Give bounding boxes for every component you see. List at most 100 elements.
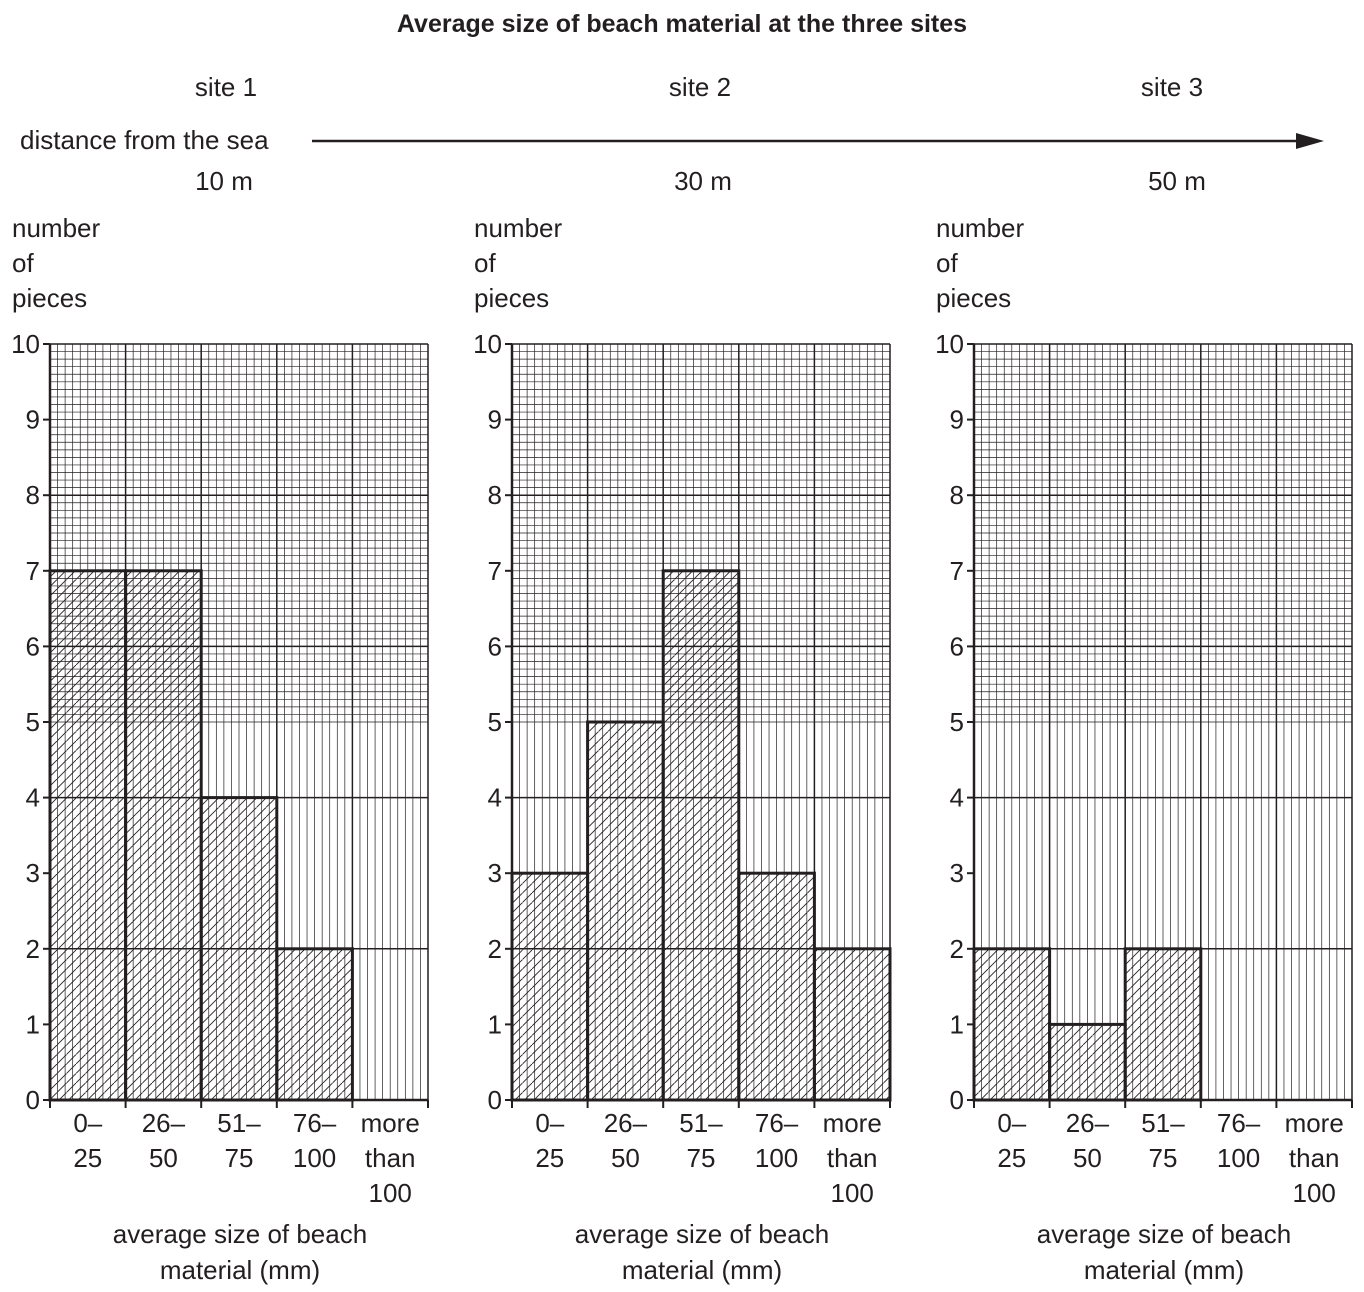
y-tick-label: 9 bbox=[488, 405, 502, 435]
x-tick-label: 25 bbox=[997, 1143, 1026, 1173]
site-1-distance: 10 m bbox=[195, 166, 253, 196]
x-axis-title-line: average size of beach bbox=[575, 1219, 829, 1249]
x-tick-label: more bbox=[1285, 1108, 1344, 1138]
bar-4 bbox=[275, 947, 354, 1102]
x-tick-label: 50 bbox=[1073, 1143, 1102, 1173]
x-axis-title-line: average size of beach bbox=[1037, 1219, 1291, 1249]
site-2-chart: number of pieces 0 1 2 3 4 5 6 7 8 9 10 0– 25 26– 50 51– 75… bbox=[473, 213, 892, 1285]
y-axis-title-line: number bbox=[936, 213, 1024, 243]
site-1-chart: number of pieces 0 1 2 3 4 5 6 7 8 9 10 0– 25 26– 50 51– 75… bbox=[11, 213, 429, 1285]
x-tick-label: 76– bbox=[1217, 1108, 1261, 1138]
y-tick-label: 6 bbox=[488, 631, 502, 661]
y-axis-title-line: of bbox=[474, 248, 496, 278]
site-2-distance: 30 m bbox=[674, 166, 732, 196]
y-tick-label: 1 bbox=[26, 1009, 40, 1039]
y-tick-label: 5 bbox=[950, 707, 964, 737]
x-tick-label: 100 bbox=[293, 1143, 336, 1173]
y-tick-label: 9 bbox=[26, 405, 40, 435]
bar-2 bbox=[124, 569, 203, 1102]
y-tick-label: 5 bbox=[26, 707, 40, 737]
x-tick-label: more bbox=[823, 1108, 882, 1138]
site-3-chart: number of pieces 0 1 2 3 4 5 6 7 8 9 10 0– 25 26– 50 51– 75… bbox=[935, 213, 1353, 1285]
site-2-label: site 2 bbox=[669, 72, 731, 102]
y-tick-label: 6 bbox=[950, 631, 964, 661]
y-tick-label: 3 bbox=[950, 858, 964, 888]
x-tick-label: than bbox=[827, 1143, 878, 1173]
x-tick-label: 51– bbox=[217, 1108, 261, 1138]
distance-arrow-head bbox=[1296, 133, 1324, 149]
y-axis-title-line: pieces bbox=[936, 283, 1011, 313]
y-tick-label: 10 bbox=[11, 329, 40, 359]
x-tick-label: 51– bbox=[679, 1108, 723, 1138]
x-tick-label: 75 bbox=[225, 1143, 254, 1173]
y-tick-label: 8 bbox=[488, 480, 502, 510]
x-tick-label: 100 bbox=[755, 1143, 798, 1173]
bar-5 bbox=[812, 947, 892, 1102]
bar-1 bbox=[972, 947, 1052, 1102]
x-tick-label: 76– bbox=[293, 1108, 337, 1138]
y-tick-label: 0 bbox=[488, 1085, 502, 1115]
x-tick-label: 75 bbox=[687, 1143, 716, 1173]
y-tick-label: 3 bbox=[488, 858, 502, 888]
figure-title: Average size of beach material at the th… bbox=[397, 10, 967, 38]
y-tick-label: 1 bbox=[488, 1009, 502, 1039]
y-axis-title-line: pieces bbox=[474, 283, 549, 313]
x-tick-label: 100 bbox=[1217, 1143, 1260, 1173]
x-tick-label: 26– bbox=[142, 1108, 186, 1138]
y-tick-label: 7 bbox=[950, 556, 964, 586]
y-tick-label: 4 bbox=[488, 783, 502, 813]
x-tick-label: 50 bbox=[611, 1143, 640, 1173]
y-tick-label: 8 bbox=[26, 480, 40, 510]
y-tick-label: 5 bbox=[488, 707, 502, 737]
x-tick-label: 100 bbox=[831, 1178, 874, 1208]
x-tick-label: 25 bbox=[535, 1143, 564, 1173]
bar-2 bbox=[586, 720, 665, 1102]
x-axis-title-line: average size of beach bbox=[113, 1219, 367, 1249]
x-tick-label: 50 bbox=[149, 1143, 178, 1173]
x-tick-label: than bbox=[365, 1143, 416, 1173]
site-1-label: site 1 bbox=[195, 72, 257, 102]
distance-label: distance from the sea bbox=[20, 125, 269, 155]
x-tick-label: 100 bbox=[1293, 1178, 1336, 1208]
y-tick-label: 4 bbox=[26, 783, 40, 813]
bar-3 bbox=[661, 569, 741, 1102]
y-tick-label: 6 bbox=[26, 631, 40, 661]
x-tick-label: 26– bbox=[1066, 1108, 1110, 1138]
x-tick-label: 25 bbox=[73, 1143, 102, 1173]
y-axis-title-line: pieces bbox=[12, 283, 87, 313]
site-3-label: site 3 bbox=[1141, 72, 1203, 102]
x-axis-title-line: material (mm) bbox=[160, 1255, 320, 1285]
x-axis-title-line: material (mm) bbox=[1084, 1255, 1244, 1285]
y-tick-label: 1 bbox=[950, 1009, 964, 1039]
bar-4 bbox=[737, 871, 816, 1102]
bar-1 bbox=[48, 569, 128, 1102]
y-tick-label: 8 bbox=[950, 480, 964, 510]
bar-2 bbox=[1048, 1022, 1127, 1102]
site-3-distance: 50 m bbox=[1148, 166, 1206, 196]
x-tick-label: more bbox=[361, 1108, 420, 1138]
y-tick-label: 7 bbox=[488, 556, 502, 586]
y-tick-label: 2 bbox=[488, 934, 502, 964]
x-axis-title-line: material (mm) bbox=[622, 1255, 782, 1285]
x-tick-label: 76– bbox=[755, 1108, 799, 1138]
y-tick-label: 10 bbox=[473, 329, 502, 359]
y-tick-label: 10 bbox=[935, 329, 964, 359]
x-tick-label: than bbox=[1289, 1143, 1340, 1173]
y-tick-label: 9 bbox=[950, 405, 964, 435]
y-tick-label: 3 bbox=[26, 858, 40, 888]
x-tick-label: 100 bbox=[369, 1178, 412, 1208]
y-tick-label: 0 bbox=[950, 1085, 964, 1115]
y-axis-title-line: of bbox=[12, 248, 34, 278]
bar-3 bbox=[1123, 947, 1203, 1102]
y-tick-label: 7 bbox=[26, 556, 40, 586]
y-axis-title-line: number bbox=[474, 213, 562, 243]
bar-3 bbox=[199, 796, 279, 1102]
y-tick-label: 0 bbox=[26, 1085, 40, 1115]
y-tick-label: 2 bbox=[26, 934, 40, 964]
x-tick-label: 0– bbox=[535, 1108, 564, 1138]
x-tick-label: 75 bbox=[1149, 1143, 1178, 1173]
y-tick-label: 4 bbox=[950, 783, 964, 813]
x-tick-label: 26– bbox=[604, 1108, 648, 1138]
y-axis-title-line: number bbox=[12, 213, 100, 243]
